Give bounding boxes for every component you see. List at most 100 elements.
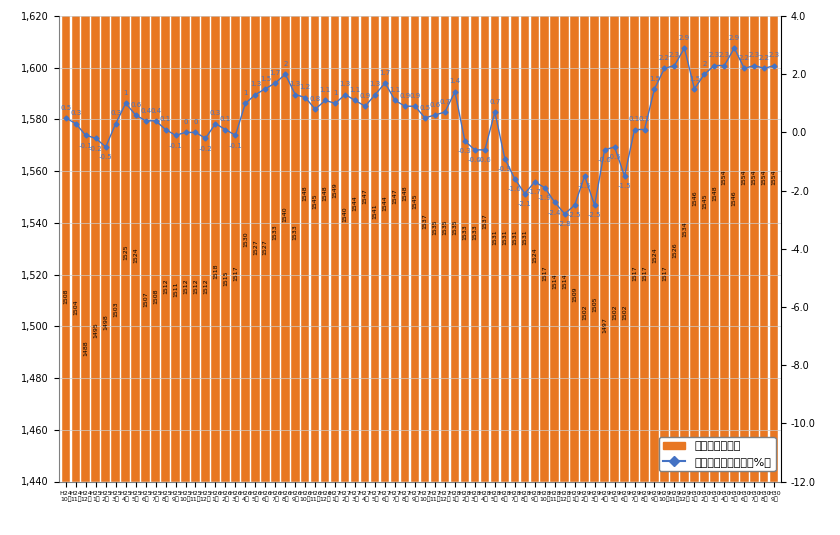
Bar [341,0,349,482]
Bar [92,0,100,482]
Bar [401,0,409,482]
Bar [740,0,748,482]
Text: -0.1: -0.1 [228,143,242,149]
Text: 1548: 1548 [402,185,407,201]
Text: 0.6: 0.6 [130,102,141,108]
Bar [570,0,579,482]
Bar [480,0,489,482]
Text: -0.9: -0.9 [498,166,512,172]
Text: 1531: 1531 [502,230,507,245]
Bar [161,0,170,482]
Bar [531,0,539,482]
Text: 1535: 1535 [443,219,448,234]
Text: -0.1: -0.1 [79,143,92,149]
Text: 1531: 1531 [492,230,497,245]
Text: 1546: 1546 [692,190,697,206]
Text: -1.5: -1.5 [617,184,632,189]
Bar [550,0,559,482]
Text: 0.3: 0.3 [210,110,221,117]
Bar [690,0,699,482]
Text: 1514: 1514 [562,273,567,289]
Text: 1517: 1517 [662,265,667,281]
Text: 1517: 1517 [632,265,637,281]
Text: 0.4: 0.4 [140,108,151,113]
Bar [491,0,499,482]
Text: -0.1: -0.1 [169,143,182,149]
Text: 1540: 1540 [283,206,288,221]
Bar [261,0,270,482]
Text: 1507: 1507 [143,292,148,307]
Text: 1524: 1524 [533,247,538,263]
Bar [521,0,529,482]
Bar [451,0,459,482]
Bar [122,0,130,482]
Text: 1497: 1497 [602,317,607,333]
Bar [211,0,220,482]
Text: 1503: 1503 [113,302,118,317]
Bar [61,0,70,482]
Text: 0.3: 0.3 [70,110,81,117]
Text: -0.3: -0.3 [458,148,472,155]
Text: 1518: 1518 [213,263,218,279]
Text: 0.3: 0.3 [110,110,121,117]
Text: -2.4: -2.4 [548,210,561,216]
Text: 0.9: 0.9 [399,93,411,99]
Text: 1549: 1549 [333,182,338,198]
Text: 2.2: 2.2 [759,55,769,61]
Text: 0.9: 0.9 [409,93,421,99]
Text: 2.3: 2.3 [769,52,780,58]
Text: 1547: 1547 [363,188,368,203]
Bar [470,0,479,482]
Bar [730,0,738,482]
Bar [750,0,759,482]
Text: 1533: 1533 [293,224,297,240]
Text: 1535: 1535 [433,219,438,234]
Text: -1.6: -1.6 [508,186,522,192]
Text: 1544: 1544 [353,195,358,211]
Bar [181,0,190,482]
Text: 1509: 1509 [572,286,577,302]
Bar [141,0,150,482]
Bar [361,0,370,482]
Text: 1502: 1502 [582,304,587,320]
Text: 1533: 1533 [472,224,477,240]
Text: 1517: 1517 [642,265,647,281]
Text: -0.5: -0.5 [608,154,622,160]
Text: 1537: 1537 [482,213,487,230]
Text: -0.6: -0.6 [478,157,491,163]
Text: 1512: 1512 [163,278,168,294]
Text: 1554: 1554 [772,170,777,186]
Text: 1488: 1488 [83,340,88,356]
Text: 1502: 1502 [622,304,627,320]
Text: 0.4: 0.4 [150,108,161,113]
Text: 1554: 1554 [762,170,767,186]
Legend: 平均時給（円）, 前年同月比増減率（%）: 平均時給（円）, 前年同月比増減率（%） [659,437,775,471]
Text: -0.2: -0.2 [89,146,102,151]
Text: 1541: 1541 [373,203,378,219]
Text: 2: 2 [283,61,287,67]
Text: 1498: 1498 [103,315,108,330]
Text: 1504: 1504 [73,299,78,315]
Bar [192,0,200,482]
Text: 1545: 1545 [702,193,707,209]
Text: 1554: 1554 [742,170,747,186]
Bar [381,0,389,482]
Bar [291,0,300,482]
Text: 1508: 1508 [153,289,158,304]
Bar [81,0,90,482]
Bar [640,0,648,482]
Bar [221,0,229,482]
Bar [460,0,470,482]
Text: 2.3: 2.3 [669,52,680,58]
Text: 1.1: 1.1 [319,87,331,93]
Text: 1512: 1512 [203,278,208,294]
Text: 1545: 1545 [412,193,417,209]
Text: 1517: 1517 [233,265,238,281]
Text: 1.5: 1.5 [260,75,271,81]
Text: 1534: 1534 [682,221,687,237]
Text: 1546: 1546 [732,190,737,206]
Text: 0.1: 0.1 [639,116,650,122]
Text: 1533: 1533 [462,224,467,240]
Text: 1537: 1537 [423,213,428,230]
Bar [710,0,718,482]
